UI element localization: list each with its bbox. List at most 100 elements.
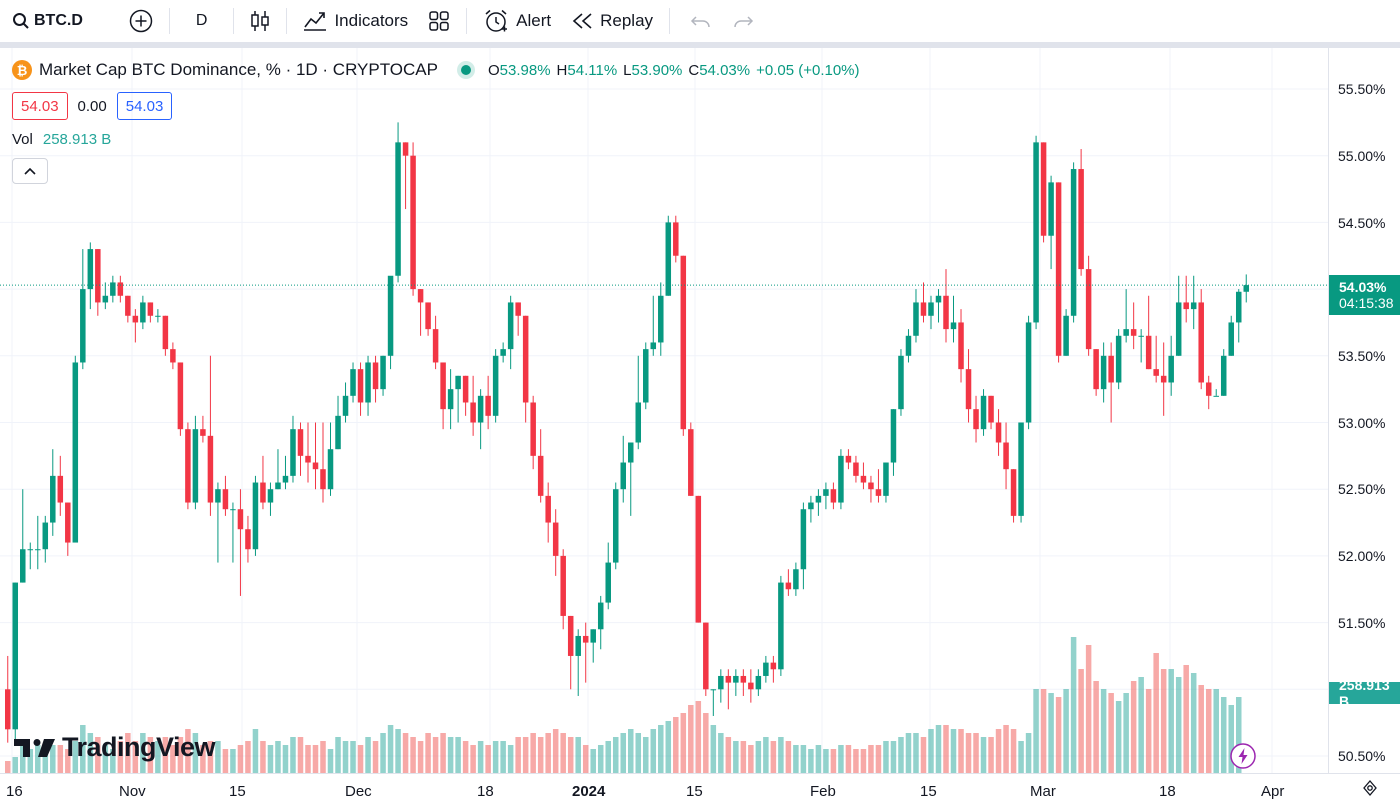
- market-status-indicator[interactable]: [456, 60, 476, 80]
- indicator-templates-button[interactable]: [418, 0, 460, 42]
- price-tick: 54.50%: [1338, 215, 1386, 231]
- candle: [110, 275, 116, 303]
- candle: [1160, 342, 1167, 416]
- candle: [432, 315, 439, 370]
- candle: [958, 309, 964, 383]
- candle: [658, 282, 664, 356]
- candle-body: [320, 469, 326, 490]
- candle-body: [290, 429, 296, 476]
- candle: [935, 289, 942, 323]
- volume-bar: [1025, 733, 1032, 773]
- collapse-legend-button[interactable]: [12, 158, 48, 184]
- candle-body: [207, 435, 214, 503]
- chevron-up-icon: [24, 167, 36, 175]
- candle-body: [57, 475, 64, 503]
- symbol-search-button[interactable]: BTC.D: [0, 0, 93, 42]
- candle-body: [132, 315, 139, 323]
- bar-countdown: 04:15:38: [1339, 295, 1394, 311]
- chart-area[interactable]: ₿ Market Cap BTC Dominance, % · 1D · CRY…: [0, 48, 1400, 811]
- volume-bar: [860, 749, 867, 773]
- candle-body: [890, 409, 897, 463]
- candle-body: [1153, 369, 1159, 376]
- chart-settings-button[interactable]: [1362, 780, 1378, 801]
- time-tick: Apr: [1261, 783, 1285, 800]
- candle-body: [567, 615, 574, 656]
- candle: [132, 309, 139, 343]
- ohlc-high: H54.11%: [557, 62, 618, 79]
- candle-body: [778, 582, 784, 670]
- candle-body: [860, 475, 867, 483]
- candle: [1228, 315, 1234, 356]
- volume-bar: [380, 733, 386, 773]
- candle-body: [1228, 322, 1234, 356]
- candle-body: [357, 369, 364, 403]
- volume-bar: [673, 717, 679, 773]
- candle-body: [1040, 142, 1047, 236]
- volume-bar: [387, 725, 394, 773]
- candle-body: [800, 509, 807, 570]
- candle: [1183, 275, 1189, 323]
- candle: [695, 495, 702, 623]
- redo-button[interactable]: [722, 0, 764, 42]
- volume-legend[interactable]: Vol 258.913 B: [12, 131, 111, 148]
- volume-bar: [643, 737, 649, 773]
- candle-body: [140, 302, 146, 323]
- replay-button[interactable]: Replay: [561, 0, 663, 42]
- candle-body: [110, 282, 116, 296]
- close-label: C: [688, 61, 700, 79]
- candle: [80, 249, 86, 370]
- candle: [755, 669, 762, 696]
- volume-bar: [1093, 681, 1099, 773]
- volume-bar: [162, 737, 169, 773]
- volume-bar: [410, 737, 416, 773]
- sell-price-button[interactable]: 54.03: [12, 92, 68, 120]
- candle-body: [335, 415, 341, 450]
- candle-body: [680, 255, 687, 430]
- candle-body: [898, 355, 904, 410]
- candle: [515, 302, 521, 336]
- volume-bar: [297, 737, 304, 773]
- candle-body: [185, 429, 191, 503]
- candle-body: [162, 315, 169, 350]
- volume-bar: [470, 745, 476, 773]
- candle-body: [507, 302, 514, 350]
- alert-button[interactable]: Alert: [473, 0, 561, 42]
- chart-type-button[interactable]: [240, 0, 280, 42]
- candle: [342, 382, 349, 423]
- volume-bar: [357, 745, 364, 773]
- candle-body: [1213, 395, 1219, 397]
- indicators-button[interactable]: Indicators: [293, 0, 418, 42]
- undo-button[interactable]: [680, 0, 722, 42]
- volume-bar: [312, 745, 319, 773]
- volume-bar: [898, 737, 904, 773]
- quick-action-button[interactable]: [1229, 742, 1257, 775]
- low-value: 53.90%: [631, 61, 683, 79]
- volume-bar: [1220, 697, 1227, 773]
- volume-bar: [440, 733, 446, 773]
- candle: [417, 289, 424, 336]
- volume-bar: [560, 733, 566, 773]
- candle-body: [1108, 355, 1114, 383]
- compare-symbol-button[interactable]: [119, 0, 163, 42]
- candle: [507, 295, 514, 370]
- candle-body: [1183, 302, 1189, 310]
- candle: [785, 569, 792, 596]
- price-chart[interactable]: [0, 48, 1400, 811]
- candle-body: [147, 302, 154, 316]
- candle: [95, 249, 101, 316]
- legend-title[interactable]: Market Cap BTC Dominance, % · 1D · CRYPT…: [39, 60, 438, 79]
- candle-body: [703, 622, 709, 690]
- open-value: 53.98%: [499, 61, 551, 79]
- candle-body: [537, 455, 544, 496]
- interval-button[interactable]: D: [176, 0, 228, 42]
- volume-bar: [192, 733, 199, 773]
- undo-icon: [690, 16, 710, 28]
- volume-bar: [830, 749, 837, 773]
- time-tick: 18: [477, 783, 494, 800]
- volume-bar: [170, 745, 176, 773]
- volume-bar: [973, 733, 979, 773]
- buy-price-button[interactable]: 54.03: [116, 92, 173, 120]
- price-tick: 51.50%: [1338, 615, 1386, 631]
- volume-bar: [12, 757, 19, 773]
- volume-bar: [1138, 677, 1144, 773]
